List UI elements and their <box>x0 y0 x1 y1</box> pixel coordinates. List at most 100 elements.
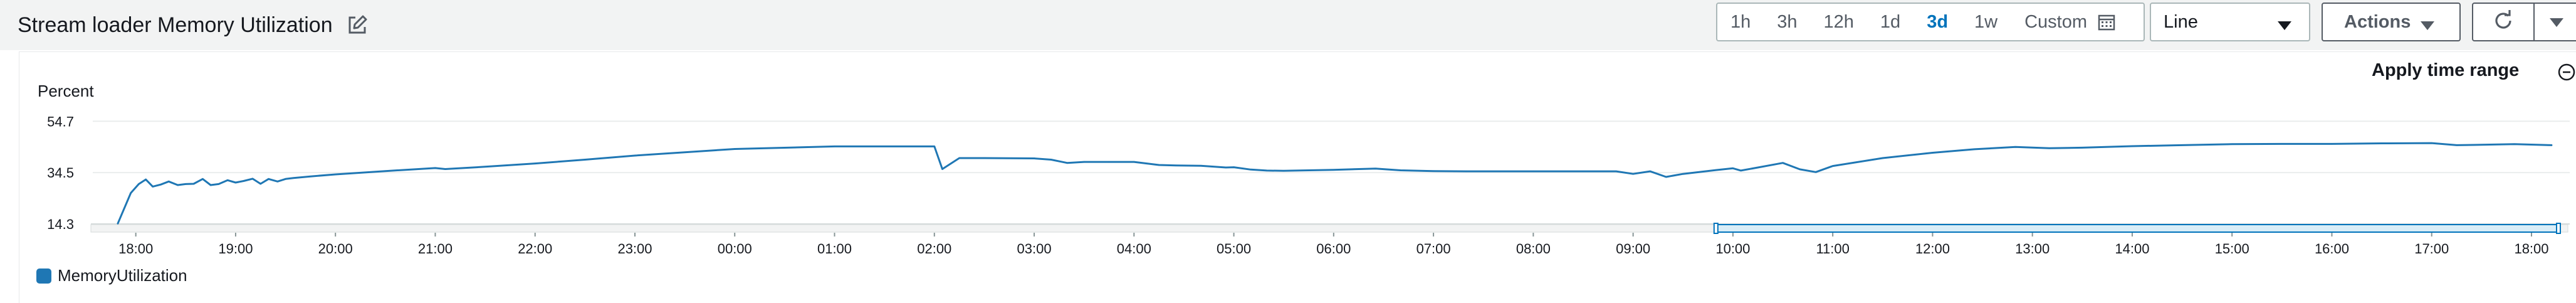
data-point <box>2014 146 2016 148</box>
data-point <box>1233 166 1235 168</box>
range-3h[interactable]: 3h <box>1777 11 1798 32</box>
widget-title: Stream loader Memory Utilization <box>18 13 333 37</box>
data-point <box>1582 170 1584 173</box>
data-point <box>310 176 312 178</box>
data-point <box>2380 142 2383 144</box>
data-point <box>160 183 162 186</box>
x-tick-label: 10:00 <box>1715 241 1750 257</box>
data-point <box>1799 168 1801 171</box>
data-point <box>384 170 387 172</box>
data-point <box>268 178 270 180</box>
zoom-out-icon[interactable] <box>2557 63 2576 82</box>
range-1h[interactable]: 1h <box>1730 11 1751 32</box>
x-tick-label: 14:00 <box>2115 241 2149 257</box>
data-point <box>1050 159 1052 161</box>
data-point <box>234 181 237 184</box>
data-point <box>1333 169 1335 171</box>
chevron-down-icon <box>2548 16 2565 29</box>
x-tick-label: 01:00 <box>817 241 852 257</box>
data-point <box>1158 164 1160 166</box>
y-tick-label: 54.7 <box>47 114 74 129</box>
x-tick-label: 00:00 <box>718 241 752 257</box>
data-point <box>1732 167 1734 169</box>
data-point <box>2181 144 2183 146</box>
data-point <box>634 154 636 157</box>
data-point <box>276 181 279 183</box>
view-type-value: Line <box>2164 11 2198 32</box>
refresh-options-button[interactable] <box>2533 3 2576 41</box>
time-brush-handle-right <box>2556 223 2561 234</box>
data-point <box>1400 169 1401 171</box>
data-point <box>1250 169 1252 171</box>
refresh-button[interactable] <box>2472 3 2535 41</box>
data-point <box>2081 147 2083 149</box>
data-point <box>434 167 436 169</box>
data-point <box>444 168 446 170</box>
series-line-memory-utilization <box>117 142 2553 225</box>
data-point <box>1831 165 1834 167</box>
calendar-icon <box>2097 13 2116 31</box>
data-point <box>1632 173 1634 175</box>
data-point <box>1932 152 1934 154</box>
x-tick-label: 09:00 <box>1616 241 1650 257</box>
data-point <box>2473 144 2474 146</box>
data-point <box>2431 142 2432 144</box>
data-point <box>145 178 147 181</box>
apply-time-range-button[interactable]: Apply time range <box>2372 60 2520 80</box>
title-wrap: Stream loader Memory Utilization <box>18 5 368 45</box>
data-point <box>1615 170 1617 173</box>
data-point <box>1740 169 1742 172</box>
data-point <box>941 168 943 170</box>
x-tick-label: 02:00 <box>917 241 951 257</box>
x-tick-label: 04:00 <box>1117 241 1151 257</box>
data-point <box>1814 171 1817 173</box>
data-point <box>2456 144 2458 146</box>
data-point <box>1200 165 1202 167</box>
data-point <box>1283 170 1285 172</box>
legend-label[interactable]: MemoryUtilization <box>58 266 187 285</box>
edit-icon[interactable] <box>347 14 368 36</box>
data-point <box>1499 170 1502 173</box>
data-point <box>1108 161 1110 163</box>
data-point <box>177 184 179 186</box>
data-point <box>1974 148 1976 151</box>
data-point <box>130 192 132 194</box>
data-point <box>2231 143 2233 145</box>
data-point <box>834 146 835 147</box>
data-point <box>1782 162 1784 164</box>
y-axis-label: Percent <box>38 82 94 100</box>
data-point <box>1374 167 1376 169</box>
widget-header: Stream loader Memory Utilization 1h 3h 1… <box>0 0 2576 50</box>
range-1w[interactable]: 1w <box>1974 11 1998 32</box>
data-point <box>1225 166 1227 169</box>
refresh-icon <box>2493 9 2514 35</box>
data-point <box>1757 166 1759 169</box>
data-point <box>1465 170 1467 173</box>
data-point <box>1665 176 1667 178</box>
data-point <box>2331 143 2333 145</box>
chevron-down-icon <box>2276 16 2293 30</box>
range-custom[interactable]: Custom <box>2011 4 2127 40</box>
data-point <box>1175 164 1177 167</box>
data-point <box>117 222 119 225</box>
x-tick-label: 15:00 <box>2215 241 2249 257</box>
data-point <box>285 178 286 180</box>
data-point <box>152 186 154 188</box>
x-tick-label: 21:00 <box>418 241 453 257</box>
data-point <box>684 151 686 153</box>
data-point <box>2131 145 2134 147</box>
actions-button[interactable]: Actions <box>2322 3 2461 41</box>
range-1d[interactable]: 1d <box>1880 11 1901 32</box>
x-tick-label: 19:00 <box>218 241 253 257</box>
data-point <box>2550 144 2553 146</box>
x-tick-label: 16:00 <box>2315 241 2349 257</box>
data-point <box>1265 169 1268 172</box>
range-3d[interactable]: 3d <box>1927 11 1949 32</box>
x-tick-label: 11:00 <box>1816 241 1849 257</box>
data-point <box>1682 173 1684 175</box>
view-type-select[interactable]: Line <box>2150 3 2310 41</box>
x-tick-label: 18:00 <box>118 241 153 257</box>
range-12h[interactable]: 12h <box>1823 11 1854 32</box>
data-point <box>958 157 960 159</box>
